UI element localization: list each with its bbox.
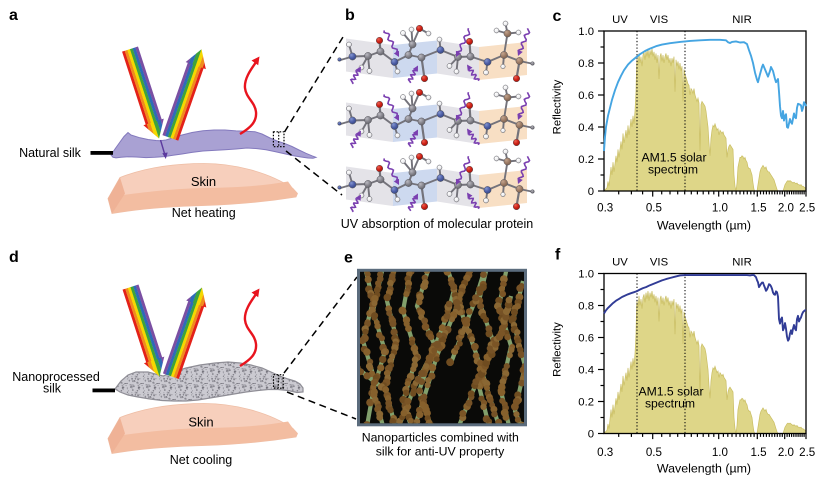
svg-text:1.0: 1.0 [578,26,594,38]
svg-text:silk for anti-UV property: silk for anti-UV property [376,445,505,459]
svg-text:c: c [553,8,562,25]
svg-text:Net heating: Net heating [172,206,236,220]
svg-text:e: e [344,250,353,267]
svg-text:Wavelength (µm): Wavelength (µm) [657,462,751,476]
svg-text:0.5: 0.5 [646,446,662,459]
svg-text:Net cooling: Net cooling [170,453,233,467]
svg-text:2.5: 2.5 [799,446,815,459]
svg-text:Reflectivity: Reflectivity [552,322,564,377]
svg-text:0.8: 0.8 [578,58,594,70]
svg-text:VIS: VIS [650,257,669,269]
svg-text:0.6: 0.6 [578,333,594,345]
svg-text:NIR: NIR [732,257,751,269]
svg-text:0: 0 [588,429,594,441]
svg-text:Wavelength (µm): Wavelength (µm) [657,219,751,233]
svg-text:a: a [9,7,18,24]
svg-text:spectrum: spectrum [645,397,695,411]
svg-text:d: d [9,249,19,266]
svg-text:f: f [555,247,561,264]
svg-text:Reflectivity: Reflectivity [552,79,564,134]
svg-text:Nanoparticles combined with: Nanoparticles combined with [362,431,519,445]
svg-text:1.5: 1.5 [750,446,766,459]
svg-text:1.0: 1.0 [578,269,594,281]
svg-text:0.2: 0.2 [578,397,594,409]
svg-text:AM1.5 solar: AM1.5 solar [641,151,706,165]
svg-text:AM1.5 solar: AM1.5 solar [638,385,703,399]
svg-text:Skin: Skin [191,174,216,189]
svg-text:1.0: 1.0 [712,202,728,215]
svg-text:0.4: 0.4 [578,365,594,377]
svg-text:2.0: 2.0 [778,446,794,459]
svg-text:UV: UV [612,257,628,269]
svg-text:0.3: 0.3 [597,202,613,215]
svg-text:0.3: 0.3 [597,446,613,459]
svg-text:b: b [345,7,355,24]
svg-text:VIS: VIS [650,14,669,26]
svg-text:0.4: 0.4 [578,122,594,134]
svg-text:0: 0 [588,186,594,198]
svg-text:UV: UV [612,14,628,26]
svg-text:2.0: 2.0 [778,202,794,215]
svg-text:Natural silk: Natural silk [19,146,82,160]
svg-text:NIR: NIR [732,14,751,26]
svg-text:spectrum: spectrum [648,163,698,177]
svg-text:1.0: 1.0 [712,446,728,459]
svg-text:0.2: 0.2 [578,154,594,166]
svg-text:UV absorption of molecular pro: UV absorption of molecular protein [341,217,534,231]
svg-text:silk: silk [43,382,62,396]
svg-text:2.5: 2.5 [799,202,815,215]
svg-text:Skin: Skin [188,415,213,430]
svg-text:Nanoprocessed: Nanoprocessed [12,370,100,384]
svg-text:0.5: 0.5 [646,202,662,215]
svg-text:0.6: 0.6 [578,90,594,102]
svg-text:0.8: 0.8 [578,301,594,313]
svg-text:1.5: 1.5 [750,202,766,215]
